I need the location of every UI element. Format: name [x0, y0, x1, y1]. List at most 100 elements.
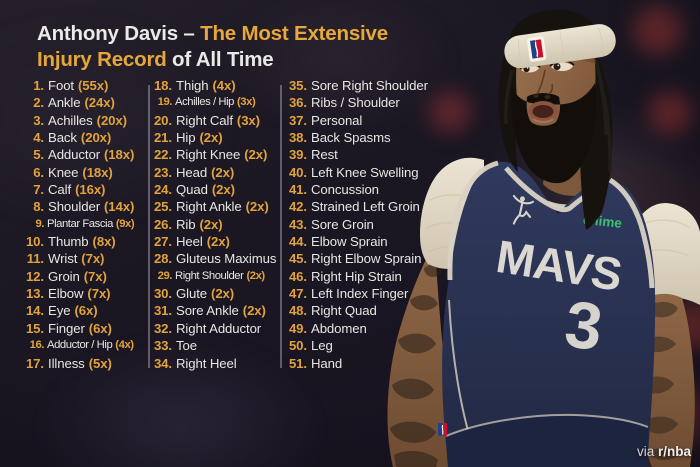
injury-rank: 3.: [33, 112, 44, 128]
injury-count: (7x): [87, 286, 111, 302]
injury-item: 35. Sore Right Shoulder: [286, 77, 428, 94]
title-tail: of All Time: [166, 48, 274, 71]
injury-rank: 9.: [35, 217, 44, 230]
injury-item: 32. Right Adductor: [151, 320, 276, 337]
injury-label: Thumb: [48, 234, 89, 250]
injury-item: 23. Head (2x): [151, 164, 276, 181]
injury-item: 6. Knee (18x): [24, 164, 134, 181]
injury-label: Heel: [176, 234, 203, 250]
injury-item: 2. Ankle (24x): [24, 94, 134, 111]
player-photo: chime MAVS 3: [387, 9, 700, 467]
injury-item: 4. Back (20x): [24, 129, 134, 146]
injury-rank: 36.: [288, 95, 307, 111]
nba-logo: [438, 423, 448, 436]
injury-label: Thigh: [176, 78, 209, 93]
injury-rank: 22.: [153, 147, 172, 163]
injury-item: 38. Back Spasms: [286, 129, 428, 146]
credit-source: r/nba: [657, 444, 691, 459]
injury-count: (2x): [211, 164, 235, 180]
injury-item: 37. Personal: [286, 112, 428, 129]
column-divider: [280, 85, 282, 368]
injury-count: (8x): [92, 234, 116, 250]
injury-item: 7. Calf (16x): [24, 181, 134, 198]
injury-label: Right Hip Strain: [311, 268, 402, 284]
injury-item: 3. Achilles (20x): [24, 112, 134, 129]
injury-label: Elbow: [48, 286, 84, 302]
injury-label: Finger: [48, 320, 85, 336]
injury-label: Right Knee: [176, 147, 241, 163]
injury-item: 30. Glute (2x): [151, 285, 276, 302]
nba-logo: [527, 36, 547, 62]
headband: [504, 24, 616, 69]
injury-rank: 8.: [33, 199, 44, 215]
injury-item: 42. Strained Left Groin: [286, 198, 428, 215]
injury-item: 26. Rib (2x): [151, 216, 276, 233]
injury-rank: 42.: [288, 199, 307, 215]
injury-item: 33. Toe: [151, 337, 276, 354]
injury-count: (14x): [104, 199, 135, 215]
injury-label: Right Quad: [311, 303, 377, 319]
face: [511, 40, 597, 184]
injury-label: Right Heel: [176, 355, 237, 371]
column-divider: [148, 85, 150, 368]
injury-rank: 16.: [29, 339, 45, 352]
injury-rank: 2.: [33, 95, 44, 111]
injury-rank: 15.: [25, 320, 44, 336]
injury-count: (2x): [211, 182, 235, 198]
injury-rank: 4.: [33, 130, 44, 146]
injury-rank: 21.: [153, 130, 172, 146]
credit-via: via: [636, 444, 658, 459]
injury-item: 31. Sore Ankle (2x): [151, 302, 276, 319]
injury-rank: 23.: [153, 164, 172, 180]
injury-label: Gluteus Maximus: [176, 251, 277, 267]
injury-item: 1. Foot (55x): [24, 77, 134, 94]
injury-rank: 37.: [288, 112, 307, 128]
injury-count: (20x): [80, 130, 112, 146]
injury-label: Right Shoulder: [175, 269, 244, 282]
injury-item: 19. Achilles / Hip (3x): [151, 94, 276, 111]
injury-column-3: 35. Sore Right Shoulder 36. Ribs / Shoulder…: [286, 77, 428, 372]
title-highlight-2: Injury Record: [37, 48, 167, 71]
injury-label: Eye: [48, 303, 71, 319]
injury-rank: 6.: [33, 164, 44, 180]
injury-rank: 11.: [26, 251, 44, 267]
injury-count: (16x): [75, 182, 106, 198]
injury-item: 50. Leg: [286, 337, 428, 354]
injury-label: Left Knee Swelling: [311, 164, 419, 180]
injury-rank: 44.: [288, 234, 307, 250]
source-credit: via r/nba: [637, 444, 691, 459]
injury-rank: 28.: [153, 251, 172, 267]
injury-count: (6x): [74, 303, 98, 319]
injury-count: (2x): [246, 269, 265, 282]
injury-label: Sore Ankle: [176, 303, 239, 319]
injury-item: 40. Left Knee Swelling: [286, 164, 428, 181]
injury-count: (4x): [115, 339, 134, 352]
injury-rank: 24.: [153, 182, 172, 198]
injury-rank: 12.: [25, 268, 44, 284]
injury-rank: 34.: [153, 355, 172, 371]
injury-item: 43. Sore Groin: [286, 216, 428, 233]
injury-label: Illness: [48, 355, 85, 371]
injury-item: 24. Quad (2x): [151, 181, 276, 198]
injury-rank: 10.: [25, 234, 44, 250]
injury-rank: 25.: [153, 199, 172, 215]
injury-rank: 5.: [33, 147, 44, 163]
injury-item: 28. Gluteus Maximus: [151, 250, 277, 267]
injury-label: Shoulder: [48, 199, 100, 215]
injury-column-1: 1. Foot (55x) 2. Ankle (24x) 3. Achilles (20x) 4.…: [24, 77, 135, 372]
title-name: Anthony Davis –: [37, 22, 201, 45]
injury-count: (2x): [244, 147, 268, 163]
injury-count: (2x): [206, 234, 230, 250]
injury-item: 15. Finger (6x): [24, 320, 134, 337]
injury-rank: 7.: [33, 182, 44, 198]
injury-label: Glute: [176, 286, 208, 302]
page-title: Anthony Davis – The Most Extensive Injur…: [37, 21, 388, 73]
injury-count: (3x): [236, 112, 260, 128]
injury-item: 14. Eye (6x): [24, 302, 134, 319]
injury-count: (3x): [237, 96, 256, 109]
injury-label: Adductor / Hip: [47, 339, 113, 352]
injury-count: (2x): [199, 216, 223, 232]
injury-label: Hip: [176, 130, 196, 146]
injury-item: 51. Hand: [286, 355, 428, 372]
